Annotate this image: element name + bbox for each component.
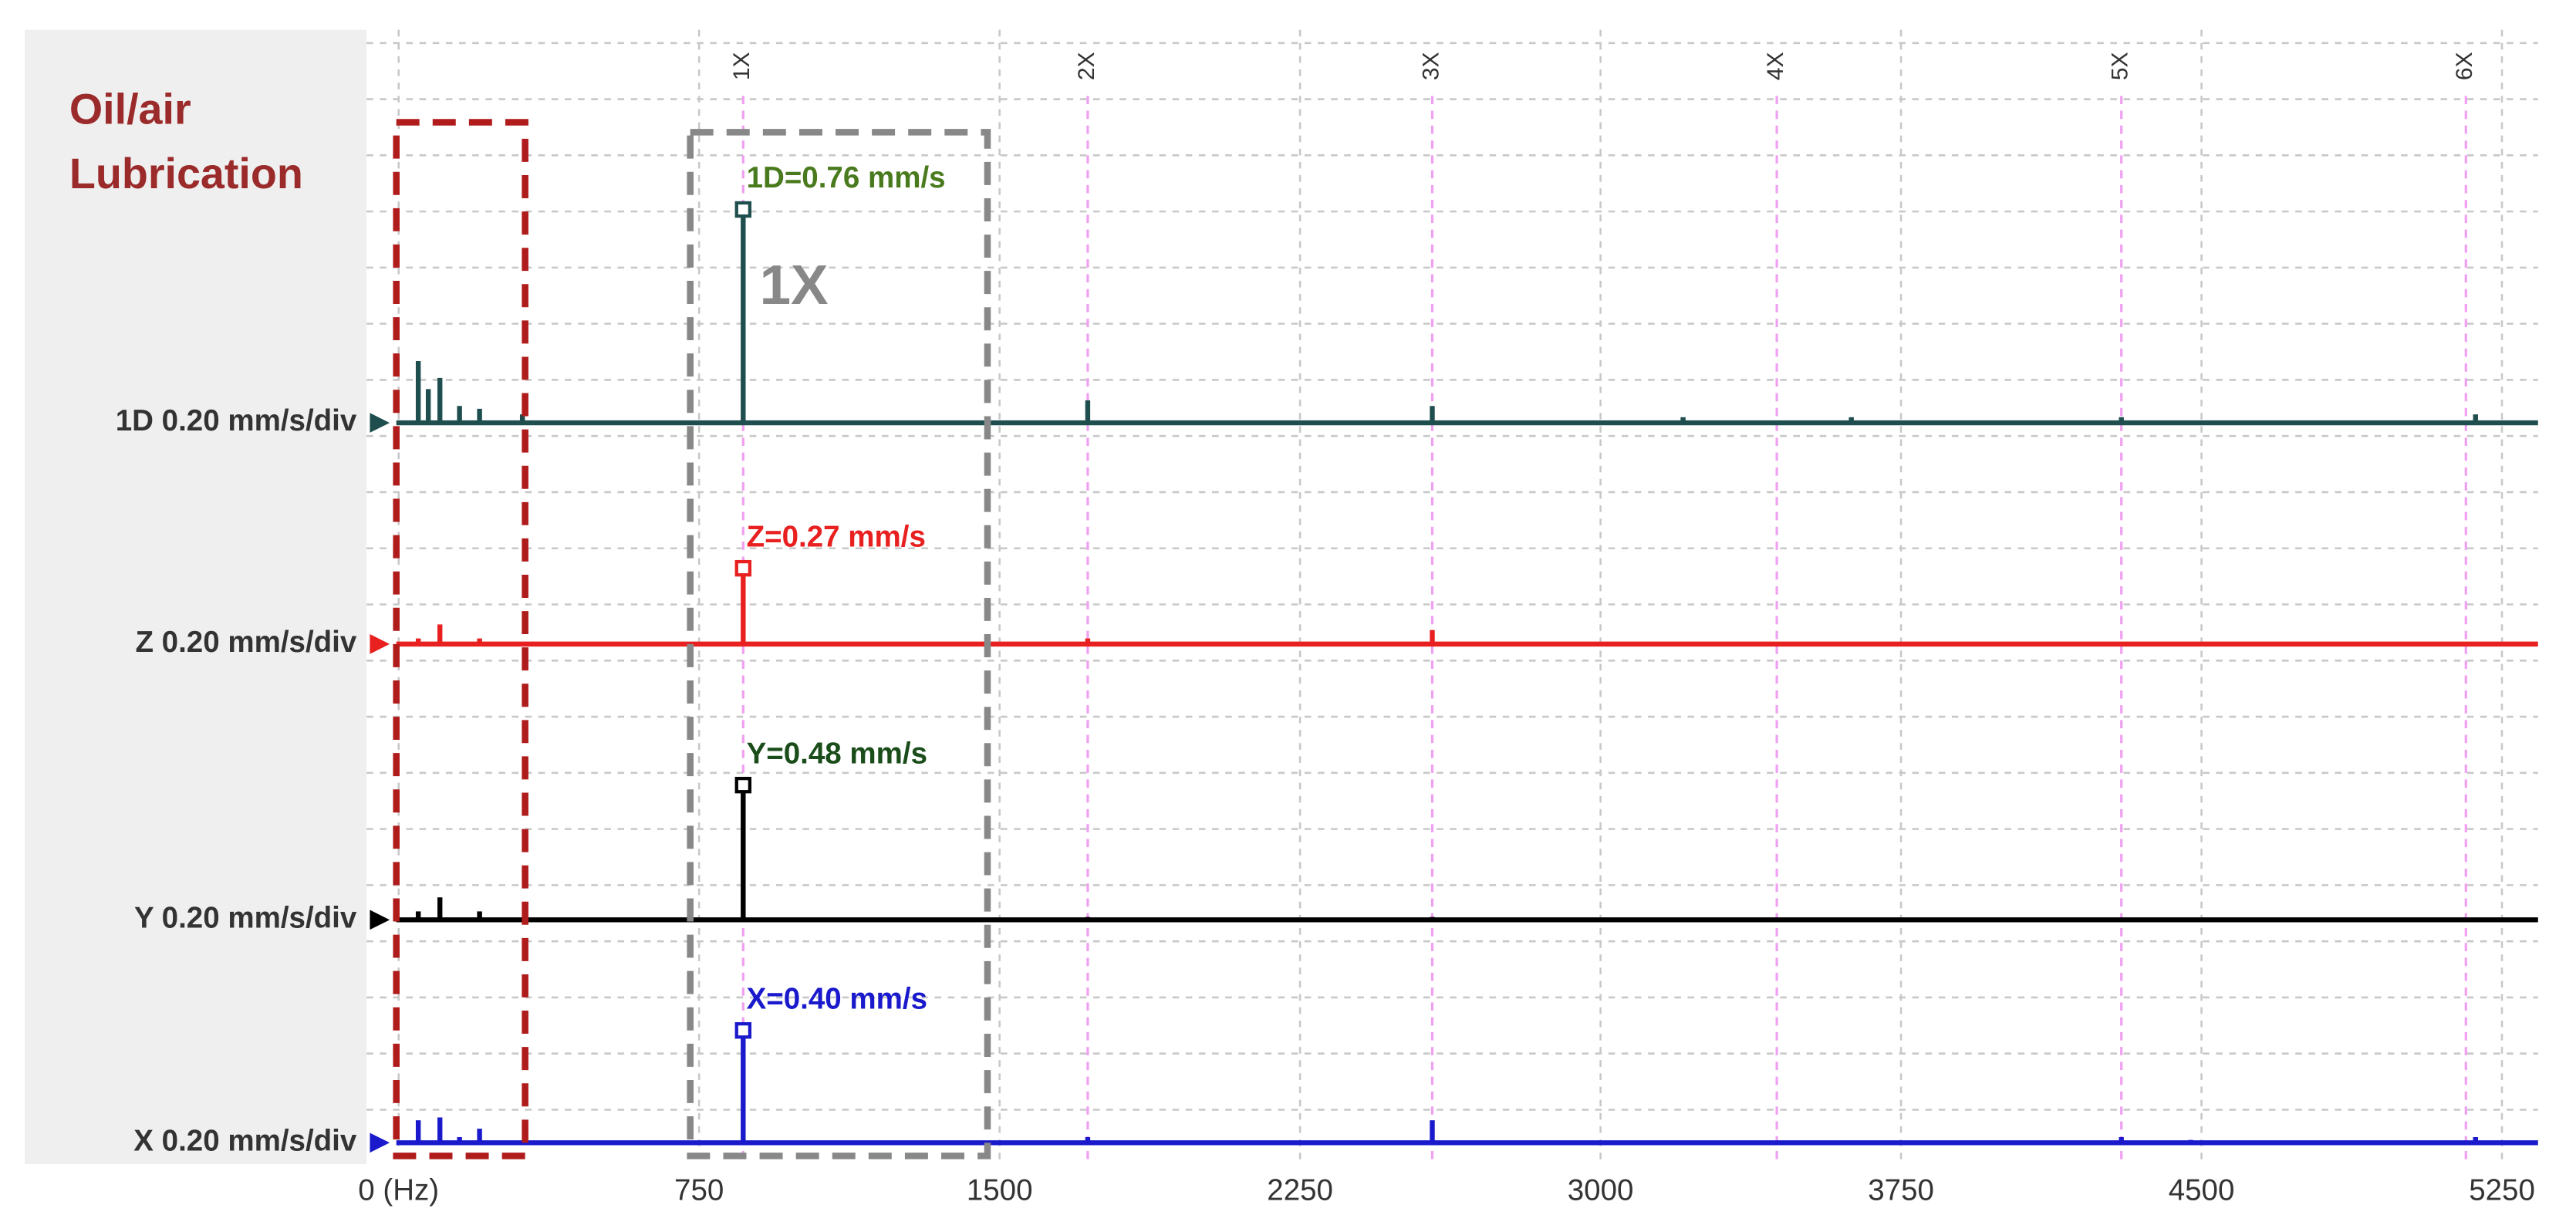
title-line: Oil/air: [69, 85, 191, 133]
x-tick-label: 2250: [1267, 1174, 1333, 1207]
harmonic-label: 2X: [1074, 52, 1099, 80]
title-line: Lubrication: [69, 150, 303, 197]
peak-marker: [734, 201, 752, 218]
box-label: 1X: [760, 254, 829, 316]
harmonic-label: 5X: [2108, 52, 2133, 80]
harmonic-label: 1X: [729, 52, 755, 80]
x-tick-label: 1500: [967, 1174, 1033, 1207]
harmonic-label: 4X: [1763, 52, 1788, 80]
label-panel: [25, 29, 367, 1165]
channel-label: 1D 0.20 mm/s/div: [116, 404, 357, 437]
fundamental-box: [687, 129, 991, 1159]
peak-label: Y=0.48 mm/s: [747, 737, 927, 770]
channel-marker: [370, 910, 390, 930]
x-tick-label: 3000: [1568, 1174, 1634, 1207]
channel-marker: [370, 634, 390, 654]
peak-label: Z=0.27 mm/s: [747, 520, 926, 553]
peak-marker: [734, 776, 752, 794]
x-tick-label: 4500: [2169, 1174, 2235, 1207]
peak-label: X=0.40 mm/s: [747, 982, 927, 1015]
peak-marker: [734, 559, 752, 577]
peak-label: 1D=0.76 mm/s: [747, 161, 946, 194]
x-tick-label: 750: [674, 1174, 724, 1207]
harmonic-label: 3X: [1418, 52, 1443, 80]
plot-layer: 0 (Hz) 750 1500 2250 3000 3750 4500 5250 1X 2X 3X 4…: [116, 52, 2538, 1207]
channel-label: Y 0.20 mm/s/div: [134, 902, 357, 935]
channel-label: Z 0.20 mm/s/div: [135, 626, 356, 659]
channel-label: X 0.20 mm/s/div: [133, 1124, 357, 1157]
plot-area: [366, 29, 2538, 1165]
x-tick-label: 5250: [2469, 1174, 2535, 1207]
x-tick-label: 0 (Hz): [358, 1174, 439, 1207]
channel-marker: [370, 1132, 390, 1153]
x-tick-label: 3750: [1868, 1174, 1934, 1207]
channel-marker: [370, 413, 390, 433]
peak-marker: [734, 1022, 752, 1039]
harmonic-label: 6X: [2452, 52, 2477, 80]
